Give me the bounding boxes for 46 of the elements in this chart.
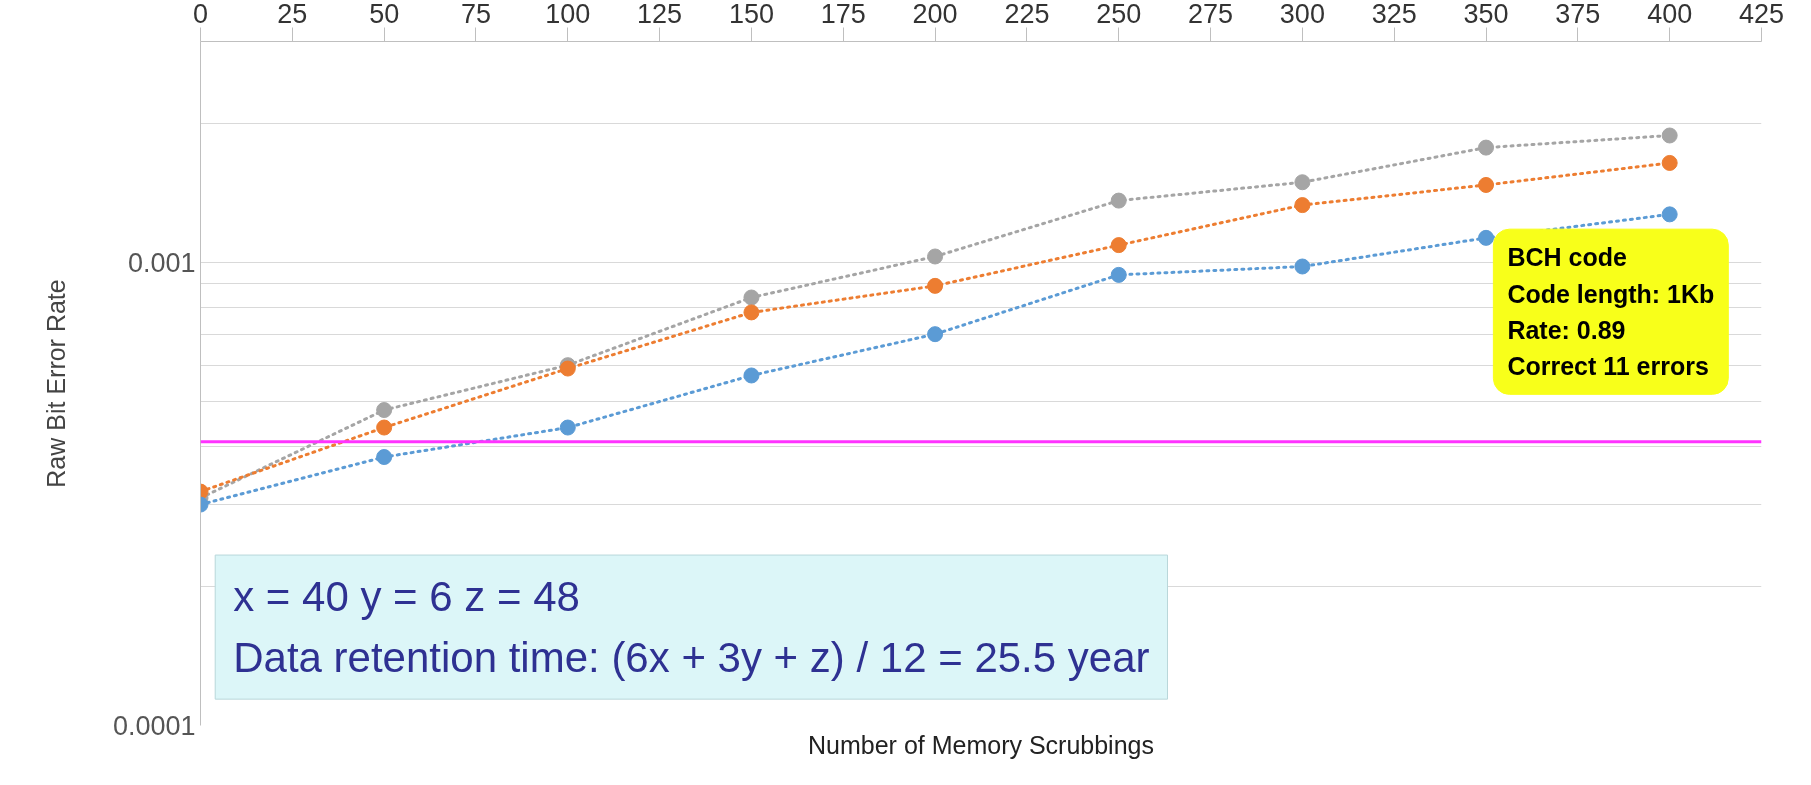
y-tick-label: 0.0001 xyxy=(112,711,196,741)
x-tick-label: 200 xyxy=(912,0,958,29)
x-tick-label: 150 xyxy=(728,0,774,29)
x-tick-label: 325 xyxy=(1371,0,1417,29)
point xyxy=(1661,206,1678,223)
annotation: x = 40 y = 6 z = 48 Data retention time: (6x + 3y + z) / 12 = 25.5 year xyxy=(233,573,1150,682)
point xyxy=(1478,139,1495,156)
point xyxy=(743,367,760,384)
x-tick-label: 50 xyxy=(369,0,400,29)
y-axis-title: Raw Bit Error Rate xyxy=(41,279,70,488)
point xyxy=(1661,154,1678,171)
x-tick-label: 250 xyxy=(1096,0,1142,29)
point xyxy=(1661,127,1678,144)
point xyxy=(1110,237,1127,254)
x-tick-label: 300 xyxy=(1279,0,1325,29)
x-tick-label: 400 xyxy=(1647,0,1693,29)
x-tick-label: 0 xyxy=(192,0,209,29)
point xyxy=(1294,197,1311,214)
point xyxy=(1110,192,1127,209)
x-tick-label: 175 xyxy=(820,0,866,29)
x-tick-label: 125 xyxy=(637,0,683,29)
x-tick-label: 425 xyxy=(1738,0,1785,29)
point xyxy=(376,449,393,466)
x-tick-label: 375 xyxy=(1555,0,1601,29)
point xyxy=(376,402,393,419)
point xyxy=(1110,266,1127,283)
x-tick-label: 350 xyxy=(1463,0,1509,29)
x-tick-label: 75 xyxy=(460,0,491,29)
point xyxy=(376,419,393,436)
point xyxy=(559,419,576,436)
x-tick-label: 275 xyxy=(1188,0,1234,29)
y-tick-label: 0.001 xyxy=(127,247,196,278)
point xyxy=(743,289,760,306)
point xyxy=(1294,258,1311,275)
point xyxy=(927,248,944,265)
point xyxy=(743,304,760,321)
point xyxy=(927,277,944,294)
point xyxy=(927,326,944,343)
x-tick-label: 100 xyxy=(545,0,591,29)
x-tick-label: 25 xyxy=(277,0,308,29)
point xyxy=(1478,229,1495,246)
x-axis-title: Number of Memory Scrubbings xyxy=(808,730,1154,759)
x-tick-label: 225 xyxy=(1004,0,1050,29)
point xyxy=(1478,176,1495,193)
point xyxy=(1294,174,1311,191)
annotation: BCH code Code length: 1Kb Rate: 0.89 Correct 11 errors xyxy=(1507,243,1715,381)
